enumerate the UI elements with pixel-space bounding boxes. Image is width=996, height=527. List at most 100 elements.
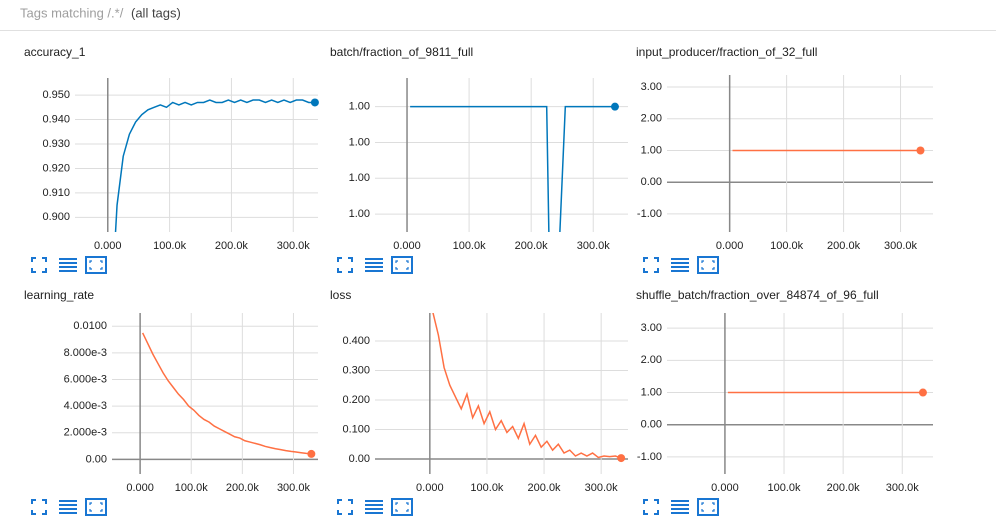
y-tick-label: 0.00 [86, 453, 107, 465]
y-tick-label: 3.00 [641, 81, 662, 93]
series-line [410, 105, 615, 232]
header-bar [0, 0, 996, 30]
chart-title: loss [330, 288, 351, 302]
y-tick-label: 0.400 [342, 335, 370, 347]
fit-icon-inner [89, 502, 103, 512]
expand-button[interactable] [337, 257, 353, 273]
fit-icon-inner [701, 260, 715, 270]
y-tick-label: 1.00 [349, 172, 370, 184]
fit-icon [697, 498, 719, 516]
chart-title: batch/fraction_of_9811_full [330, 45, 473, 59]
expand-button[interactable] [337, 499, 353, 515]
series-line [141, 332, 312, 455]
tag-filter[interactable]: Tags matching /.*/ [20, 5, 124, 20]
data-button[interactable] [365, 258, 383, 272]
expand-icon [337, 499, 353, 515]
fit-button[interactable] [85, 256, 107, 274]
expand-button[interactable] [31, 257, 47, 273]
y-tick-label: 2.000e-3 [64, 427, 107, 439]
x-tick-label: 0.000 [711, 482, 739, 494]
fit-icon [391, 256, 413, 274]
x-tick-label: 300.0k [886, 482, 920, 494]
y-tick-label: 0.910 [42, 187, 70, 199]
data-button[interactable] [59, 258, 77, 272]
data-button[interactable] [671, 258, 689, 272]
fit-icon-inner [395, 502, 409, 512]
y-tick-label: 4.000e-3 [64, 400, 107, 412]
expand-icon [643, 257, 659, 273]
y-tick-label: 6.000e-3 [64, 373, 107, 385]
x-tick-label: 0.000 [393, 240, 421, 252]
expand-button[interactable] [643, 257, 659, 273]
y-tick-label: 0.0100 [73, 320, 107, 332]
y-tick-label: 0.200 [342, 394, 370, 406]
series-line [114, 99, 315, 232]
x-tick-label: 300.0k [277, 240, 311, 252]
series-line [432, 313, 622, 459]
x-tick-label: 100.0k [768, 482, 802, 494]
y-tick-label: 0.920 [42, 162, 70, 174]
y-tick-label: 0.00 [349, 453, 370, 465]
fit-icon-inner [701, 502, 715, 512]
chart-title: shuffle_batch/fraction_over_84874_of_96_… [636, 288, 879, 302]
y-tick-label: 1.00 [641, 144, 662, 156]
data-button[interactable] [59, 500, 77, 514]
y-tick-label: 0.100 [342, 423, 370, 435]
fit-button[interactable] [697, 498, 719, 516]
fit-button[interactable] [697, 256, 719, 274]
y-tick-label: 8.000e-3 [64, 347, 107, 359]
y-tick-label: 2.00 [641, 354, 662, 366]
x-tick-label: 100.0k [770, 240, 804, 252]
x-tick-label: 300.0k [884, 240, 918, 252]
y-tick-label: 0.950 [42, 89, 70, 101]
x-tick-label: 100.0k [453, 240, 487, 252]
y-tick-label: -1.00 [637, 451, 662, 463]
fit-icon [85, 256, 107, 274]
fit-button[interactable] [85, 498, 107, 516]
last-point [310, 98, 319, 107]
x-tick-label: 200.0k [215, 240, 249, 252]
fit-icon [391, 498, 413, 516]
last-point [918, 388, 927, 397]
y-tick-label: 1.00 [349, 208, 370, 220]
x-tick-label: 300.0k [585, 482, 619, 494]
last-point [617, 454, 626, 463]
expand-icon [337, 257, 353, 273]
y-tick-label: 1.00 [641, 386, 662, 398]
y-tick-label: 0.00 [641, 419, 662, 431]
chart-title: accuracy_1 [24, 45, 86, 59]
x-tick-label: 100.0k [153, 240, 187, 252]
x-tick-label: 100.0k [470, 482, 504, 494]
last-point [610, 102, 619, 111]
x-tick-label: 300.0k [577, 240, 611, 252]
chart-title: input_producer/fraction_of_32_full [636, 45, 817, 59]
fit-icon-inner [89, 260, 103, 270]
x-tick-label: 200.0k [528, 482, 562, 494]
y-tick-label: 0.300 [342, 364, 370, 376]
y-tick-label: 3.00 [641, 322, 662, 334]
last-point [307, 449, 316, 458]
y-tick-label: 2.00 [641, 113, 662, 125]
y-tick-label: 1.00 [349, 136, 370, 148]
tag-scope: (all tags) [131, 5, 181, 20]
fit-icon [85, 498, 107, 516]
data-button[interactable] [365, 500, 383, 514]
expand-icon [31, 499, 47, 515]
expand-button[interactable] [643, 499, 659, 515]
x-tick-label: 0.000 [416, 482, 444, 494]
x-tick-label: 0.000 [126, 482, 154, 494]
x-tick-label: 200.0k [827, 482, 861, 494]
x-tick-label: 200.0k [827, 240, 861, 252]
y-tick-label: 0.930 [42, 138, 70, 150]
data-button[interactable] [671, 500, 689, 514]
expand-button[interactable] [31, 499, 47, 515]
y-tick-label: -1.00 [637, 208, 662, 220]
fit-icon-inner [395, 260, 409, 270]
y-tick-label: 1.00 [349, 101, 370, 113]
fit-button[interactable] [391, 498, 413, 516]
expand-icon [31, 257, 47, 273]
x-tick-label: 0.000 [94, 240, 122, 252]
fit-button[interactable] [391, 256, 413, 274]
x-tick-label: 100.0k [175, 482, 209, 494]
